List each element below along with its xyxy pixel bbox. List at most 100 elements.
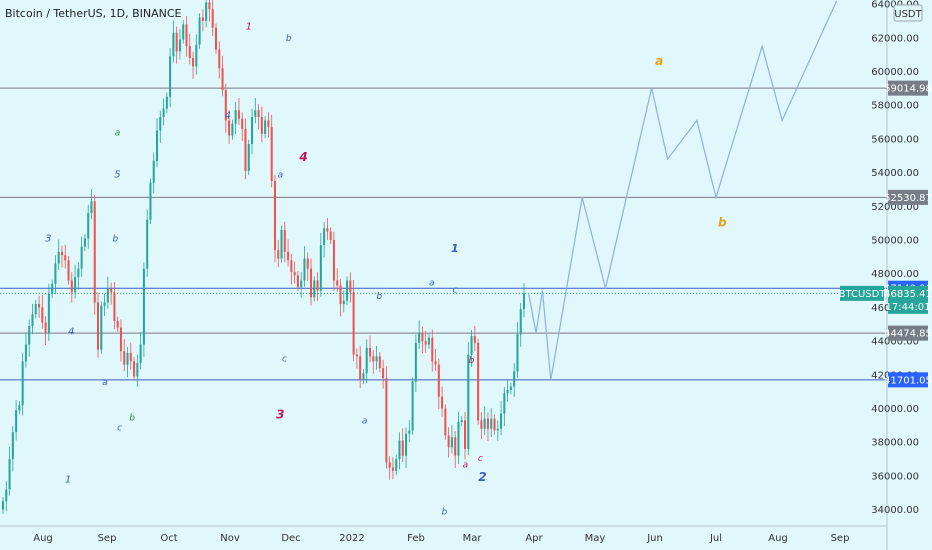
candle-body: [218, 49, 221, 69]
x-tick-label: Aug: [33, 533, 53, 544]
candle-body: [21, 361, 24, 406]
wave-label: 1: [246, 21, 252, 32]
y-tick-label: 60000.00: [871, 67, 919, 78]
candle-body: [38, 304, 41, 308]
candle-body: [385, 378, 388, 463]
wave-label: b: [113, 235, 119, 245]
candle-body: [106, 288, 109, 303]
candle-body: [267, 120, 270, 128]
candle-body: [8, 459, 11, 490]
candle-body: [365, 347, 368, 374]
candle-body: [83, 238, 86, 247]
candle-body: [192, 58, 195, 67]
symbol-badge: [840, 285, 884, 301]
candle-body: [185, 24, 188, 47]
candle-body: [237, 110, 240, 119]
candle-body: [414, 342, 417, 382]
wave-label: a: [655, 54, 663, 68]
candle-body: [113, 292, 116, 321]
candle-body: [290, 260, 293, 273]
y-tick-label: 44000.00: [871, 337, 919, 348]
wave-label: b: [469, 356, 475, 366]
candle-body: [60, 251, 63, 256]
wave-label: 4: [68, 326, 74, 337]
candle-body: [346, 280, 349, 301]
candle-body: [54, 263, 57, 284]
wave-label: a: [115, 129, 121, 139]
candle-body: [31, 314, 34, 326]
candle-body: [300, 280, 303, 288]
candle-body: [165, 96, 168, 109]
candle-body: [178, 39, 181, 52]
y-tick-label: 36000.00: [871, 471, 919, 482]
candle-body: [332, 240, 335, 281]
candle-body: [352, 292, 355, 355]
candle-body: [447, 435, 450, 448]
candle-body: [277, 250, 280, 259]
wave-label: c: [478, 454, 483, 464]
level-badge-text: 41701.05: [884, 375, 932, 386]
projection-line: [528, 0, 838, 381]
candle-body: [133, 361, 136, 377]
level-badge-text: 44474.85: [884, 329, 932, 340]
candle-body: [195, 44, 198, 67]
candle-body: [303, 258, 306, 281]
candle-body: [368, 347, 372, 357]
candle-body: [329, 231, 332, 241]
candle-body: [460, 420, 463, 423]
candle-body: [287, 251, 290, 261]
y-tick-label: 48000.00: [871, 269, 919, 280]
candle-body: [496, 428, 499, 431]
wave-label: 2: [478, 470, 486, 484]
candle-body: [473, 336, 476, 343]
candle-body: [313, 280, 316, 298]
y-tick-label: 50000.00: [871, 236, 919, 247]
candle-body: [182, 24, 185, 40]
candle-body: [247, 143, 250, 171]
x-tick-label: Aug: [768, 533, 788, 544]
candle-body: [516, 334, 519, 372]
y-tick-label: 54000.00: [871, 168, 919, 179]
candle-body: [293, 272, 296, 276]
candle-body: [477, 342, 480, 421]
currency-button[interactable]: USDT: [893, 4, 923, 22]
candle-body: [90, 201, 93, 214]
candle-body: [41, 307, 44, 323]
candle-body: [257, 110, 260, 118]
candle-body: [450, 437, 453, 448]
wave-label: b: [129, 413, 135, 423]
candle-body: [355, 354, 358, 357]
wave-label: 3: [45, 234, 51, 245]
y-tick-label: 62000.00: [871, 33, 919, 44]
candle-body: [444, 408, 447, 436]
candle-body: [152, 160, 155, 183]
candle-body: [93, 201, 96, 303]
candle-body: [342, 300, 345, 305]
chart-title: Bitcoin / TetherUS, 1D, BINANCE: [5, 7, 182, 20]
candle-body: [509, 386, 512, 390]
candle-body: [103, 302, 106, 306]
candle-body: [244, 128, 247, 171]
y-tick-label: 40000.00: [871, 404, 919, 415]
candle-body: [169, 56, 172, 97]
x-tick-label: Jul: [709, 533, 722, 544]
level-badge: [888, 325, 928, 341]
candle-body: [480, 420, 483, 429]
wave-label: a: [102, 378, 108, 388]
candle-body: [97, 302, 100, 350]
candle-body: [80, 246, 83, 269]
candle-body: [87, 213, 90, 239]
candle-body: [388, 462, 391, 468]
candle-body: [398, 440, 401, 460]
level-badge: [888, 189, 928, 205]
candle-body: [11, 432, 14, 460]
candle-body: [208, 2, 211, 10]
candle-body: [254, 110, 257, 118]
candle-body: [172, 32, 175, 57]
y-tick-label: 56000.00: [871, 134, 919, 145]
x-tick-label: Sep: [98, 533, 117, 544]
wave-label: a: [429, 279, 435, 289]
candle-body: [28, 325, 31, 345]
